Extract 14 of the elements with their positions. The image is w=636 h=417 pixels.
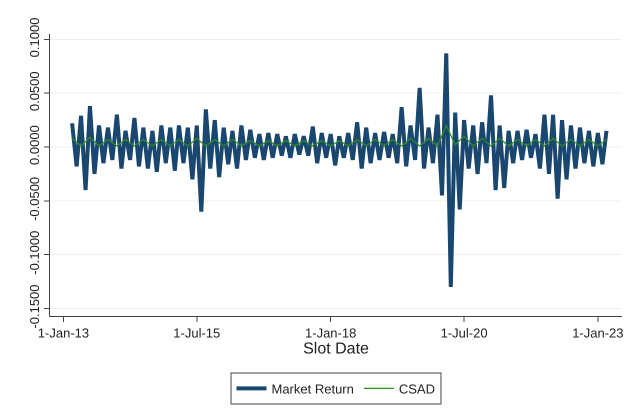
legend-label: Market Return [272, 381, 354, 396]
x-tick-label: 1-Jan-23 [572, 326, 624, 341]
y-tick-label: 0.1000 [26, 18, 42, 58]
legend-label: CSAD [398, 381, 435, 396]
y-tick-label: 0.0500 [26, 71, 42, 112]
y-tick-label: 0.0000 [26, 125, 42, 165]
y-tick-label: -0.0500 [26, 176, 42, 221]
x-axis-title: Slot Date [303, 340, 370, 358]
line-series [72, 124, 608, 147]
x-tick-label: 1-Jul-20 [440, 326, 488, 341]
y-tick-label: -0.1000 [26, 230, 42, 275]
x-tick-label: 1-Jul-15 [173, 326, 220, 341]
x-tick-label: 1-Jan-18 [305, 326, 356, 341]
line-series [70, 51, 608, 289]
